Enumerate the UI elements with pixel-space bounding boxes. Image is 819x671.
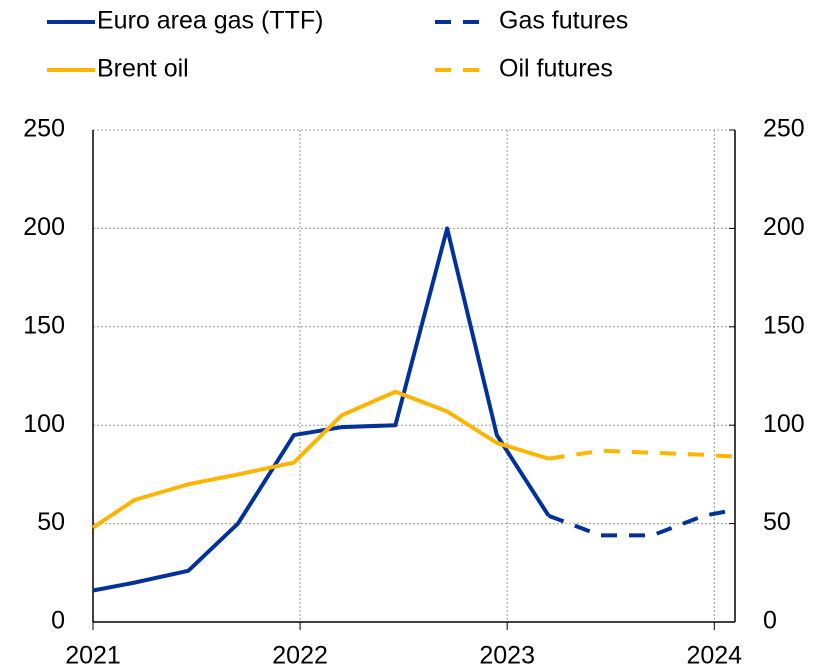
series-line xyxy=(92,226,551,593)
y2-tick-label: 100 xyxy=(763,410,805,438)
legend-label: Oil futures xyxy=(499,55,613,83)
x-tick-label: 2024 xyxy=(686,642,742,670)
y-tick-label: 0 xyxy=(51,607,65,635)
legend-label: Gas futures xyxy=(499,7,628,35)
x-tick-label: 2021 xyxy=(65,642,121,670)
y-tick-label: 150 xyxy=(23,311,65,339)
y2-tick-label: 50 xyxy=(763,508,791,536)
x-tick-label: 2022 xyxy=(272,642,328,670)
y-tick-label: 100 xyxy=(23,410,65,438)
x-tick-label: 2023 xyxy=(479,642,535,670)
series-line xyxy=(548,448,736,461)
y-tick-label: 250 xyxy=(23,115,65,143)
y2-tick-label: 250 xyxy=(763,115,805,143)
y2-tick-label: 150 xyxy=(763,311,805,339)
y2-tick-label: 0 xyxy=(763,607,777,635)
legend-label: Euro area gas (TTF) xyxy=(97,7,323,35)
series-line xyxy=(91,389,550,530)
series-line xyxy=(547,507,736,538)
y-tick-label: 50 xyxy=(37,508,65,536)
y-tick-label: 200 xyxy=(23,213,65,241)
legend-label: Brent oil xyxy=(97,55,189,83)
y2-tick-label: 200 xyxy=(763,213,805,241)
